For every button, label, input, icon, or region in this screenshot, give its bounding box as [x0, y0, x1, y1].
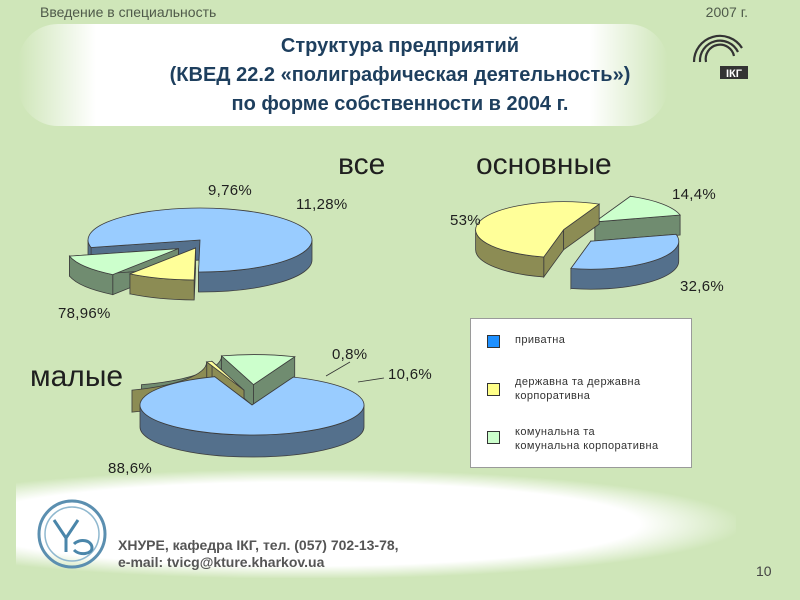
chart-title-main: основные — [476, 148, 612, 181]
label-all-communal: 11,28% — [296, 196, 348, 213]
title-line-3: по форме собственности в 2004 г. — [231, 93, 569, 115]
label-main-state: 53% — [450, 212, 481, 229]
pie-chart-all — [68, 207, 313, 301]
legend-item-communal: комунальна та комунальна корпоративна — [487, 425, 659, 453]
ure-logo — [37, 499, 107, 569]
legend-swatch-private — [487, 335, 500, 348]
ikg-logo: ІКГ — [692, 34, 748, 80]
legend-label-state-1: державна та державна — [515, 376, 641, 388]
label-all-private: 78,96% — [58, 305, 111, 322]
legend-label-communal-2: комунальна корпоративна — [515, 440, 659, 452]
footer-background — [16, 470, 736, 578]
pie-slice-state — [128, 247, 197, 301]
pie-slice-private — [139, 375, 365, 458]
pie-chart-main — [475, 195, 681, 290]
pie-slice-state — [475, 201, 601, 279]
ikg-logo-text: ІКГ — [726, 68, 743, 80]
year-label: 2007 г. — [705, 4, 748, 20]
title-background — [18, 24, 668, 126]
chart-legend: приватна державна та державна корпоратив… — [470, 318, 692, 468]
chart-title-small: малые — [30, 360, 124, 393]
footer-line-2: e-mail: tvicg@kture.kharkov.ua — [118, 554, 325, 570]
pie-slice-private — [570, 233, 680, 290]
label-main-private: 32,6% — [680, 278, 725, 295]
course-title: Введение в специальность — [40, 4, 217, 20]
leader-line-state — [325, 361, 351, 377]
footer-contacts: ХНУРЕ, кафедра ІКГ, тел. (057) 702-13-78… — [118, 537, 399, 571]
label-small-state: 0,8% — [332, 346, 368, 363]
pie-slice-communal — [593, 195, 681, 243]
chart-title-all: все — [338, 148, 386, 181]
label-small-communal: 10,6% — [388, 366, 433, 383]
title-line-1: Структура предприятий — [280, 35, 520, 57]
legend-swatch-state — [487, 383, 500, 396]
leader-line-communal — [357, 377, 385, 383]
legend-label-communal-1: комунальна та — [515, 426, 596, 438]
label-all-state: 9,76% — [208, 182, 253, 199]
legend-label-state-2: корпоративна — [515, 390, 591, 402]
title-line-2: (КВЕД 22.2 «полиграфическая деятельность… — [169, 64, 631, 86]
legend-label-private: приватна — [515, 334, 566, 346]
legend-item-private: приватна — [487, 333, 566, 348]
legend-item-state: державна та державна корпоративна — [487, 375, 641, 403]
slide-title: Структура предприятий (КВЕД 22.2 «полигр… — [40, 32, 760, 119]
legend-swatch-communal — [487, 431, 500, 444]
footer-line-1: ХНУРЕ, кафедра ІКГ, тел. (057) 702-13-78… — [118, 537, 399, 553]
page-number: 10 — [756, 563, 772, 579]
label-main-communal: 14,4% — [672, 186, 717, 203]
pie-chart-small — [131, 354, 365, 458]
